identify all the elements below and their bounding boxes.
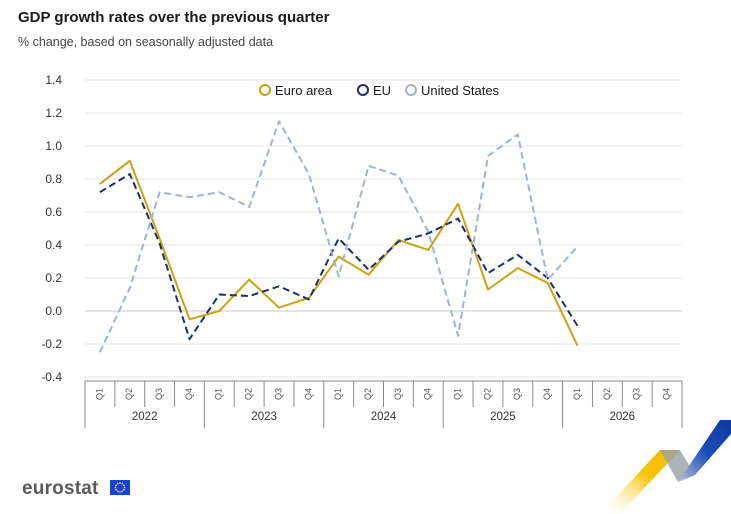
- quarter-label: Q3: [393, 388, 403, 400]
- legend-label: Euro area: [275, 83, 333, 98]
- quarter-label: Q2: [244, 388, 254, 400]
- quarter-label: Q4: [303, 388, 313, 400]
- quarter-label: Q3: [512, 388, 522, 400]
- y-tick-label: 0.6: [45, 205, 62, 219]
- quarter-label: Q4: [661, 388, 671, 400]
- quarter-label: Q2: [124, 388, 134, 400]
- quarter-label: Q4: [542, 388, 552, 400]
- y-tick-label: -0.4: [41, 370, 62, 384]
- chart-title: GDP growth rates over the previous quart…: [18, 9, 330, 26]
- y-tick-label: 0.8: [45, 172, 62, 186]
- legend-label: EU: [373, 83, 391, 98]
- quarter-label: Q2: [363, 388, 373, 400]
- y-tick-label: 1.2: [45, 106, 62, 120]
- y-tick-label: 1.0: [45, 139, 62, 153]
- year-label: 2022: [132, 411, 158, 423]
- quarter-label: Q1: [453, 388, 463, 400]
- y-tick-label: -0.2: [41, 337, 62, 351]
- year-label: 2025: [490, 411, 516, 423]
- quarter-label: Q1: [214, 388, 224, 400]
- decorative-corner-graphic: [600, 420, 731, 514]
- quarter-label: Q3: [273, 388, 283, 400]
- quarter-label: Q2: [602, 388, 612, 400]
- quarter-label: Q4: [423, 388, 433, 400]
- quarter-label: Q4: [184, 388, 194, 400]
- y-tick-label: 0.4: [45, 238, 62, 252]
- quarter-label: Q1: [94, 388, 104, 400]
- year-label: 2026: [610, 411, 636, 423]
- legend-label: United States: [421, 83, 500, 98]
- y-tick-label: 0.0: [45, 304, 62, 318]
- y-tick-label: 1.4: [45, 73, 62, 87]
- legend-marker: [357, 84, 369, 96]
- eu-flag-icon: [110, 480, 130, 495]
- quarter-label: Q2: [482, 388, 492, 400]
- series-line-euro-area: [99, 159, 579, 347]
- year-label: 2024: [371, 411, 397, 423]
- series-line-eu: [99, 173, 579, 341]
- chart-subtitle: % change, based on seasonally adjusted d…: [18, 35, 274, 49]
- quarter-label: Q1: [333, 388, 343, 400]
- quarter-label: Q1: [572, 388, 582, 400]
- y-tick-label: 0.2: [45, 271, 62, 285]
- legend-marker: [405, 84, 417, 96]
- year-label: 2023: [251, 411, 277, 423]
- quarter-label: Q3: [632, 388, 642, 400]
- series-line-united-states: [98, 120, 579, 353]
- legend-marker: [259, 84, 271, 96]
- eurostat-logo: eurostat: [22, 478, 99, 499]
- quarter-label: Q3: [154, 388, 164, 400]
